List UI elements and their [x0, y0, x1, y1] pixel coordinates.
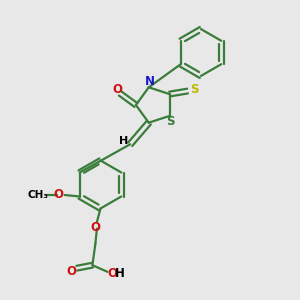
Text: O: O [91, 220, 101, 234]
Text: S: S [166, 116, 174, 128]
Text: O: O [54, 188, 64, 201]
Text: H: H [115, 267, 124, 280]
Text: O: O [112, 83, 122, 96]
Text: N: N [145, 75, 155, 88]
Text: H: H [119, 136, 128, 146]
Text: S: S [190, 83, 198, 96]
Text: O: O [67, 265, 77, 278]
Text: O: O [107, 267, 118, 280]
Text: CH₃: CH₃ [28, 190, 49, 200]
